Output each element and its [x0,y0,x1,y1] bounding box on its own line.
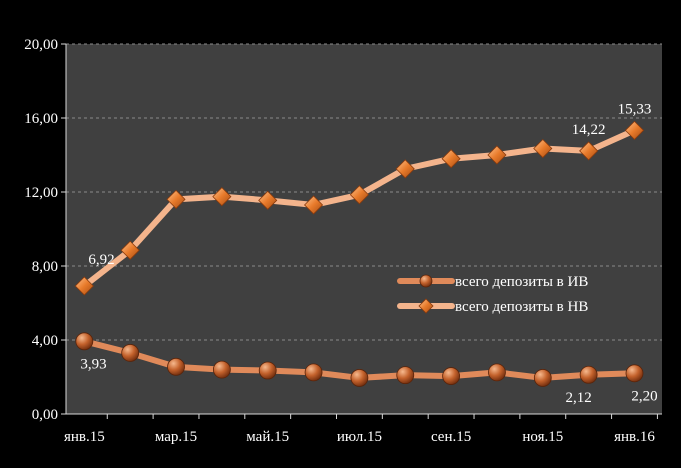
x-tick-label: май.15 [246,429,289,445]
x-tick-label: июл.15 [337,429,382,445]
series-1-point [75,332,94,351]
y-tick-label: 0,00 [32,407,58,423]
legend-marker-2 [418,298,434,314]
series-1-point [258,361,277,380]
series-2-point [579,141,599,161]
data-label: 14,22 [572,122,606,138]
y-tick-label: 12,00 [24,185,58,201]
legend: всего депозиты в ИВ всего депозиты в НВ [397,274,588,315]
series-1-point [579,365,598,384]
series-2-point [487,145,507,165]
series-1-point [304,363,323,382]
series-1-point [442,367,461,385]
data-label: 6,92 [88,252,114,268]
legend-marker-1 [419,274,433,288]
series-2-point [349,185,369,205]
x-tick-label: янв.16 [614,429,655,445]
series-2-point [258,190,278,210]
series-2-point [212,187,232,207]
x-tick-label: мар.15 [155,429,197,445]
legend-label-2: всего депозиты в НВ [455,299,588,315]
y-tick-label: 20,00 [24,37,58,53]
x-tick-label: ноя.15 [522,429,563,445]
series-1-point [350,369,369,387]
series-1-point [396,366,415,385]
series-1-point [533,369,552,387]
series-2-point [395,159,415,179]
series-2-point [120,240,140,260]
series-2-point [74,276,94,296]
series-2-point [624,120,645,140]
series-1-point [121,344,140,362]
y-tick-label: 16,00 [24,111,58,127]
series-1-point [212,360,231,379]
series-1-point [625,364,644,383]
series-2-point [304,195,324,215]
series-1-point [167,357,185,376]
x-tick-label: сен.15 [431,429,471,445]
data-label: 2,20 [631,388,657,404]
series-2-point [166,189,186,209]
y-tick-label: 4,00 [32,333,58,349]
plot-area [66,44,662,414]
data-label: 2,12 [566,390,592,406]
data-label: 3,93 [80,356,106,372]
y-tick-label: 8,00 [32,259,58,275]
series-2-point [441,149,461,169]
legend-label-1: всего депозиты в ИВ [455,274,588,290]
series-1-point [488,363,506,382]
data-label: 15,33 [618,101,652,117]
x-tick-label: янв.15 [64,429,105,445]
series-2-point [533,138,553,159]
